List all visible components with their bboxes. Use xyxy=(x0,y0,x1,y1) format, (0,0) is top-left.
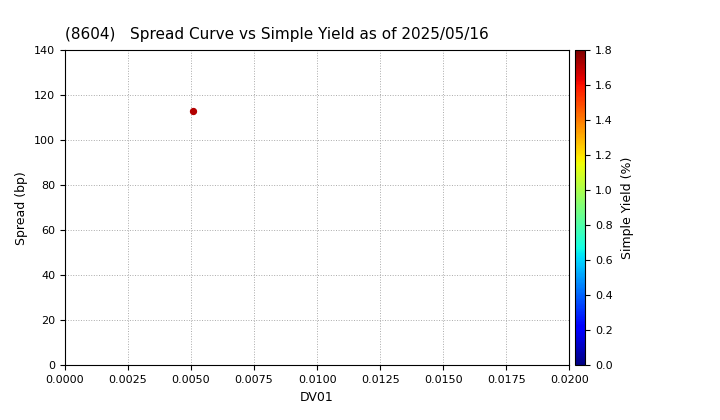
Text: (8604)   Spread Curve vs Simple Yield as of 2025/05/16: (8604) Spread Curve vs Simple Yield as o… xyxy=(65,27,489,42)
Y-axis label: Simple Yield (%): Simple Yield (%) xyxy=(621,157,634,259)
Y-axis label: Spread (bp): Spread (bp) xyxy=(15,171,28,245)
Point xyxy=(187,108,199,115)
X-axis label: DV01: DV01 xyxy=(300,391,334,404)
